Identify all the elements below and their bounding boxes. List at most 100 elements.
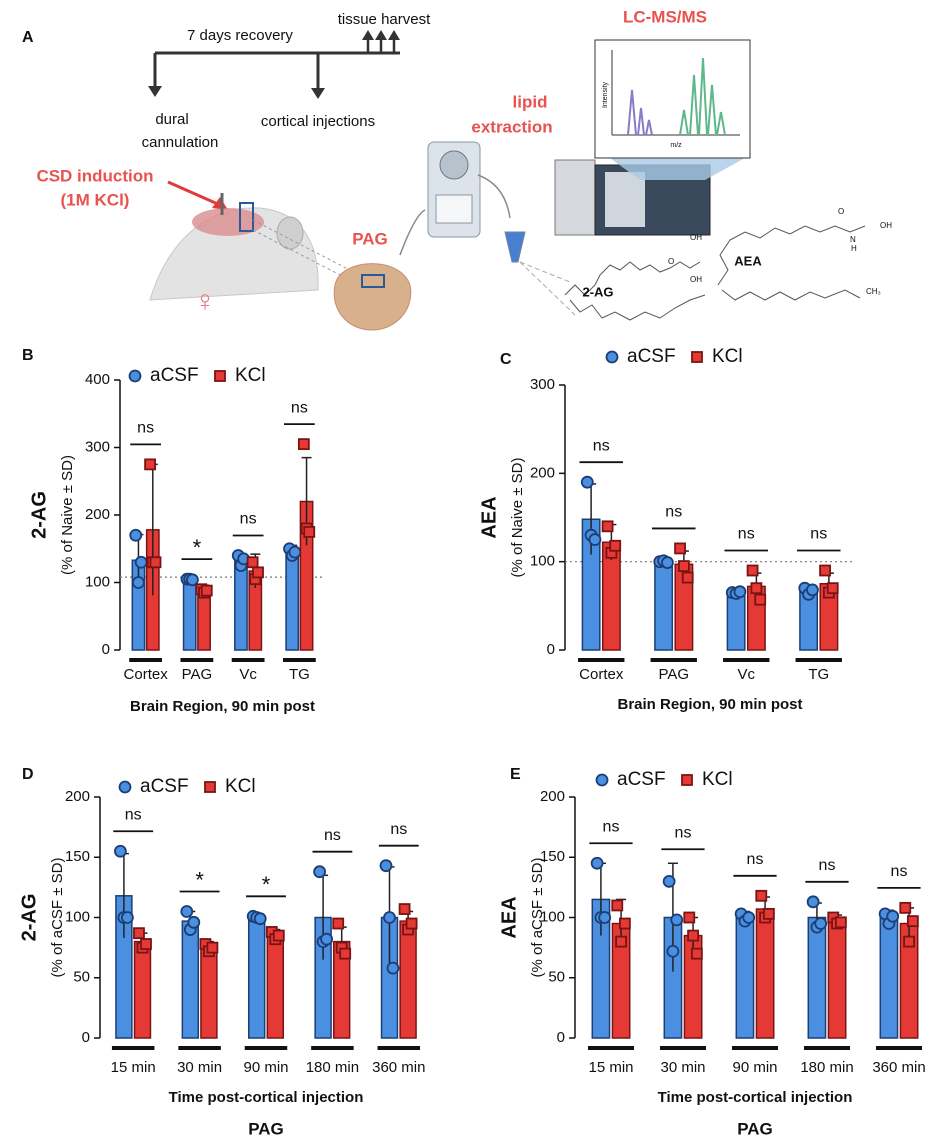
y-tick-label: 50	[73, 969, 90, 986]
point	[601, 520, 614, 533]
significance-label: ns	[665, 504, 682, 521]
point	[662, 874, 676, 888]
point	[806, 895, 820, 909]
significance-label: ns	[819, 857, 836, 874]
molecule	[569, 294, 706, 321]
x-tick-label: TG	[289, 666, 310, 683]
point	[339, 947, 352, 960]
extraction-label: extraction	[471, 117, 552, 136]
bar	[234, 559, 248, 651]
point	[742, 911, 756, 924]
y-tick-label: 150	[540, 848, 565, 865]
point	[674, 542, 686, 555]
y-tick-label: 100	[530, 553, 555, 570]
significance-label: ns	[810, 526, 827, 543]
arrow-head	[212, 197, 228, 210]
point	[678, 560, 690, 572]
x-axis-title: Brain Region, 90 min post	[617, 696, 802, 713]
guide-line	[519, 261, 576, 316]
y-axis-subtitle: (% of Naive ± SD)	[509, 458, 526, 578]
legend-label: KCl	[702, 769, 733, 790]
point	[690, 947, 703, 960]
callout	[610, 158, 745, 180]
cannulation-label: dural	[155, 111, 188, 128]
significance-label: *	[195, 867, 204, 892]
point	[132, 576, 145, 589]
bar	[807, 916, 827, 1039]
point	[826, 582, 839, 595]
tube	[504, 231, 526, 263]
point	[398, 903, 411, 915]
atom: OH	[880, 221, 892, 230]
region-box	[239, 202, 254, 232]
x-tick-label: PAG	[182, 666, 213, 683]
point	[144, 458, 156, 471]
point	[272, 929, 285, 942]
pag-label: PAG	[352, 229, 388, 248]
spectrum-box	[594, 39, 751, 159]
atom: O	[838, 207, 844, 216]
bar	[755, 908, 775, 1039]
point	[683, 911, 696, 924]
csd-label: (1M KCl)	[61, 190, 130, 209]
point	[661, 556, 674, 569]
spectrum-ylabel: Intensity	[602, 81, 609, 108]
injection-label: cortical injections	[261, 113, 375, 130]
y-axis-subtitle: (% of aCSF ± SD)	[529, 858, 546, 978]
centrifuge-panel	[435, 194, 473, 224]
point	[405, 917, 418, 930]
bar	[654, 560, 674, 651]
significance-label: ns	[291, 399, 308, 416]
x-tick-label: PAG	[658, 666, 689, 683]
x-axis-title: Brain Region, 90 min post	[130, 698, 315, 715]
point	[609, 539, 622, 552]
significance-label: ns	[747, 851, 764, 868]
x-tick-label: 360 min	[872, 1059, 925, 1076]
bar	[827, 920, 847, 1039]
panel-label: B	[22, 347, 34, 364]
female-symbol: ♀	[194, 285, 217, 318]
csd-arrow	[167, 180, 221, 207]
point	[204, 781, 216, 793]
point	[383, 911, 396, 924]
ms-door	[605, 172, 645, 227]
atom: CH₃	[866, 287, 881, 296]
point	[681, 571, 694, 584]
peaks	[679, 57, 726, 136]
y-axis-title: 2-AG	[28, 491, 50, 539]
point	[588, 533, 602, 546]
molecule	[717, 225, 866, 286]
point	[598, 911, 612, 924]
point	[666, 944, 680, 958]
point	[128, 369, 142, 383]
point	[618, 917, 631, 930]
point	[691, 351, 703, 363]
point	[121, 911, 134, 924]
point	[814, 917, 828, 930]
bar	[735, 916, 755, 1039]
point	[906, 915, 919, 928]
bar	[285, 551, 300, 651]
atom: N	[850, 235, 856, 244]
arrow-head	[362, 30, 374, 40]
significance-label: ns	[603, 818, 620, 835]
point	[611, 899, 624, 912]
point	[332, 917, 345, 930]
x-tick-label: 30 min	[660, 1059, 705, 1076]
point	[733, 585, 747, 599]
y-tick-label: 100	[65, 908, 90, 925]
panel-label: E	[510, 766, 521, 783]
point	[288, 545, 302, 559]
y-tick-label: 400	[85, 371, 110, 388]
legend-label: KCl	[712, 346, 743, 367]
significance-label: *	[193, 535, 202, 560]
x-axis-title: Time post-cortical injection	[658, 1089, 853, 1106]
point	[580, 475, 594, 489]
mouse-brain	[192, 208, 264, 236]
x-tick-label: 360 min	[372, 1059, 425, 1076]
point	[200, 584, 213, 597]
bar	[182, 578, 197, 651]
point	[214, 370, 226, 382]
